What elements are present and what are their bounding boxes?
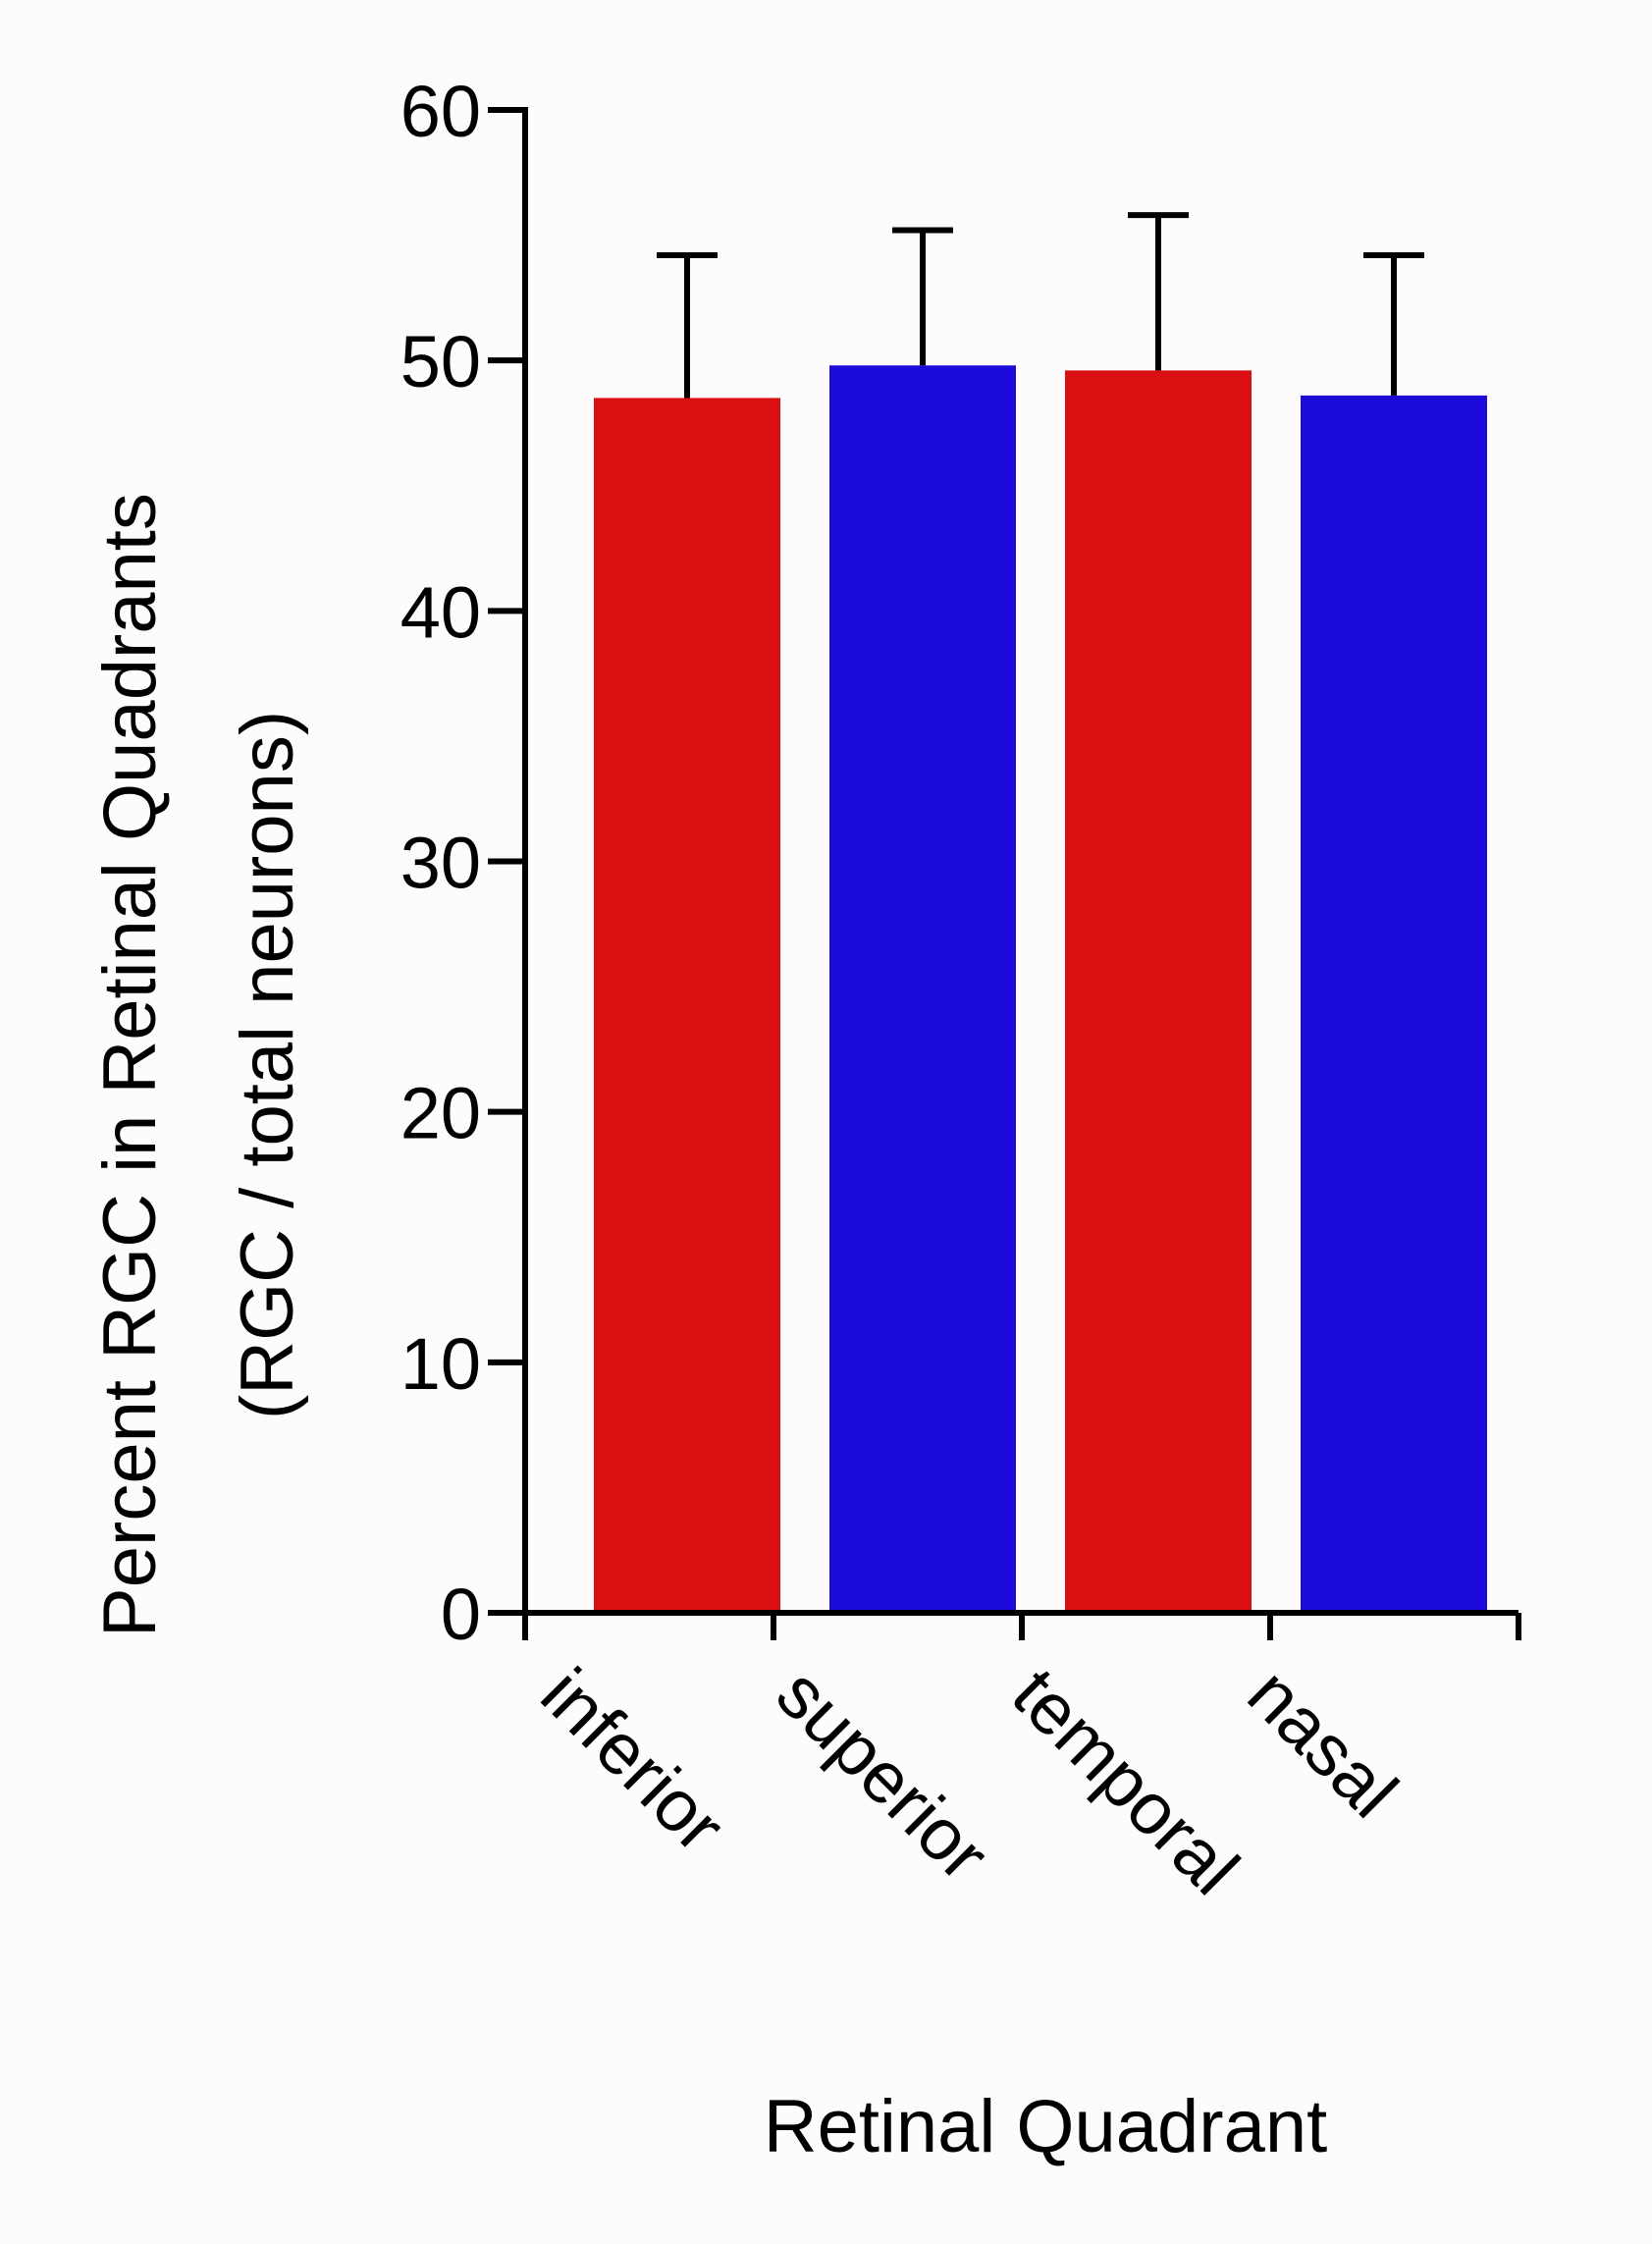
y-axis-title-line2: (RGC / total neurons) [226,711,309,1419]
error-bars-group [657,212,1424,399]
category-label-superior: superior [762,1653,1005,1897]
y-axis: 0 10 20 30 40 50 60 [400,71,528,1655]
category-label-temporal: temporal [997,1653,1254,1910]
y-tick-label-40: 40 [400,571,481,653]
x-axis-title: Retinal Quadrant [764,2085,1328,2168]
y-tick-label-20: 20 [400,1073,481,1154]
y-tick-label-60: 60 [400,71,481,152]
y-axis-title-line1: Percent RGC in Retinal Quadrants [88,493,172,1637]
y-tick-label-0: 0 [441,1574,481,1655]
bar-temporal [1065,370,1252,1614]
bars-group [594,365,1487,1614]
y-tick-label-50: 50 [400,321,481,402]
category-label-nasal: nasal [1233,1653,1413,1834]
bar-nasal [1301,395,1487,1613]
y-tick-label-10: 10 [400,1323,481,1405]
bar-superior [829,365,1016,1613]
category-label-inferior: inferior [526,1653,741,1868]
bar-inferior [594,398,780,1614]
y-tick-label-30: 30 [400,823,481,904]
